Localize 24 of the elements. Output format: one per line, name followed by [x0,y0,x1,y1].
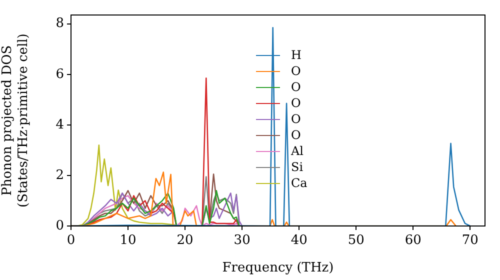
legend-label: H [290,47,302,63]
x-tick-label: 50 [348,233,364,248]
legend-label: Ca [290,175,308,191]
x-tick-label: 60 [404,233,422,248]
legend-label: O [290,95,302,111]
x-tick-label: 70 [462,233,478,248]
x-tick-label: 20 [176,233,194,248]
x-axis-title: Frequency (THz) [222,260,334,276]
x-tick-label: 30 [234,233,250,248]
x-tick-label: 0 [66,233,76,248]
y-tick-label: 8 [56,16,64,32]
legend-label: O [290,63,302,79]
x-tick-label: 10 [120,233,136,248]
y-tick-label: 0 [56,218,64,234]
legend-label: Al [290,143,305,159]
legend-label: Si [290,159,304,175]
y-tick-label: 2 [56,168,64,183]
y-tick-label: 6 [56,66,64,82]
x-tick-label: 40 [290,233,308,248]
legend-label: O [290,79,302,95]
legend-label: O [290,111,302,127]
y-axis-title: Phonon projected DOS (States/THz·primitive cell) [0,33,31,208]
legend-label: O [290,127,302,143]
y-tick-label: 4 [56,117,64,132]
